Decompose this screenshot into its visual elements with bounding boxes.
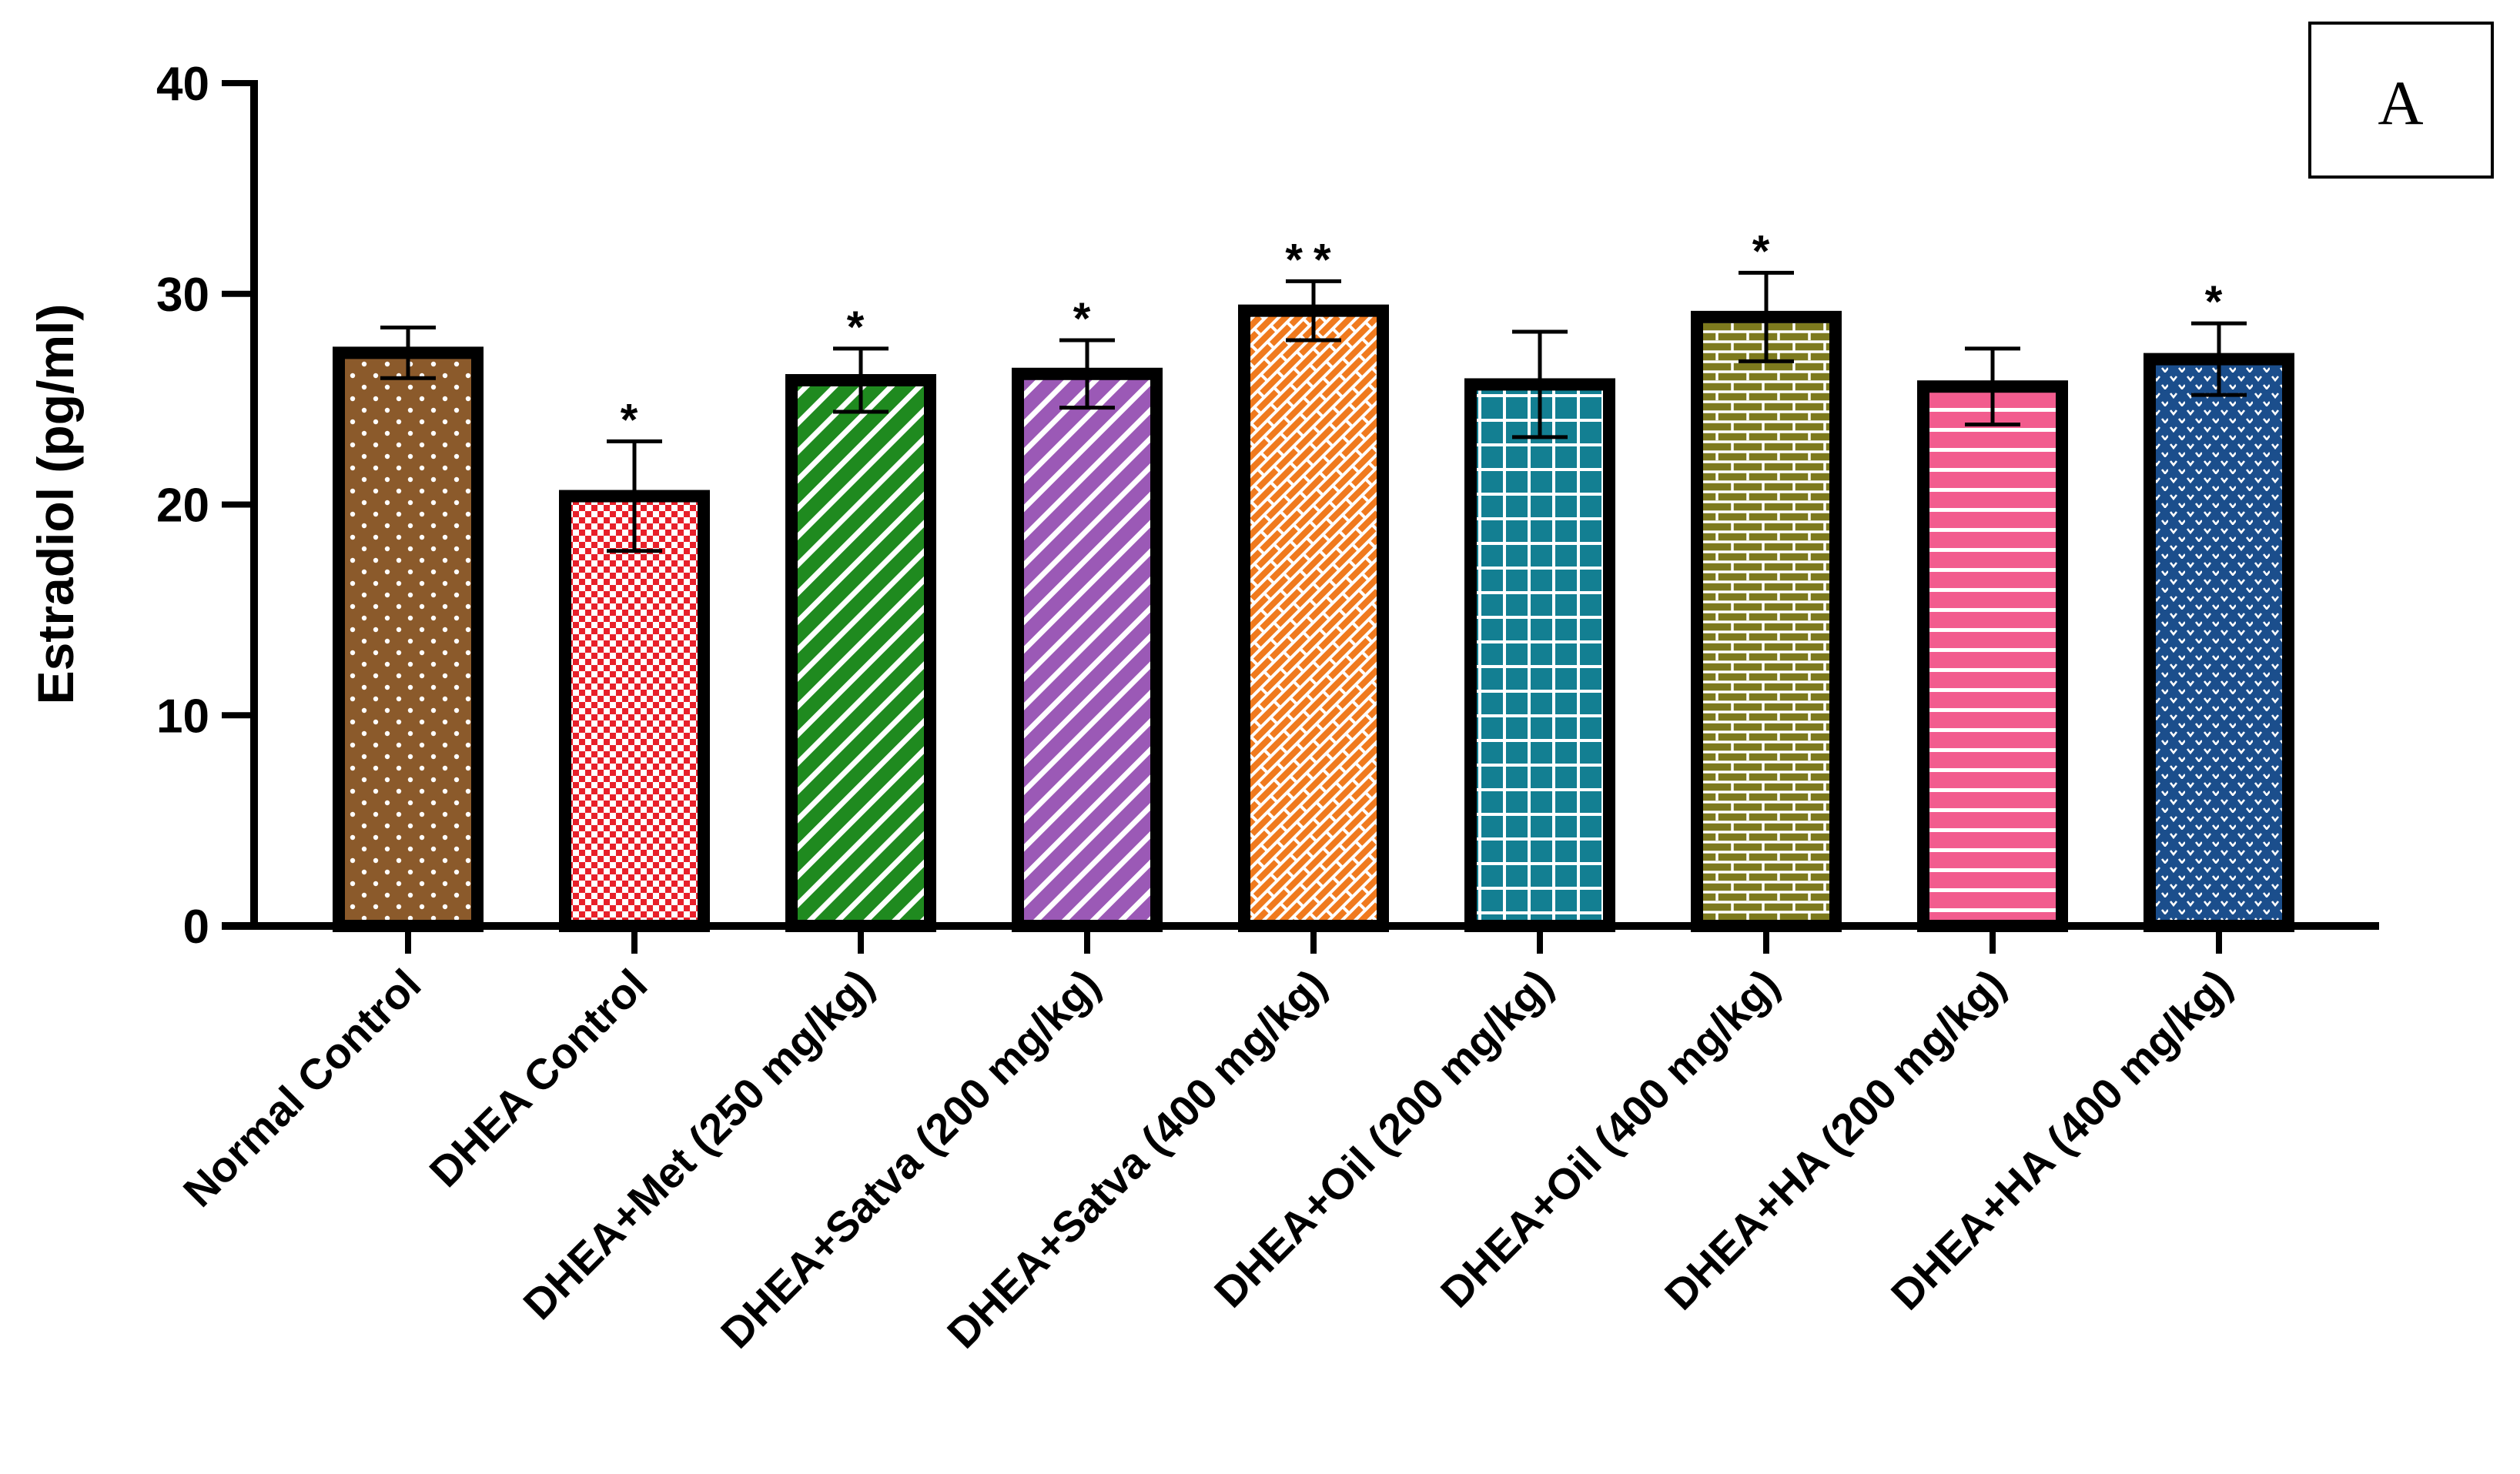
- significance-marker: *: [1073, 294, 1102, 344]
- bar-group: *: [2144, 277, 2294, 932]
- significance-marker: *: [2205, 277, 2234, 327]
- bar-group: *: [1691, 226, 1842, 932]
- bar-group: [1917, 346, 2068, 932]
- bar: [1012, 367, 1163, 932]
- y-axis-label: Estradiol (pg/ml): [27, 304, 84, 705]
- bar-group: [333, 326, 484, 932]
- significance-marker: *: [847, 302, 875, 353]
- x-tick-label: DHEA+Satva (400 mg/kg): [938, 960, 1336, 1358]
- y-tick-label: 40: [156, 58, 209, 111]
- y-tick-label: 10: [156, 690, 209, 743]
- bar: [1238, 304, 1389, 932]
- y-tick-label: 20: [156, 480, 209, 533]
- x-tick-label: DHEA+Satva (200 mg/kg): [711, 960, 1109, 1358]
- panel-label: A: [2378, 68, 2423, 138]
- significance-marker: **: [1285, 235, 1341, 285]
- x-tick-label: Normal Control: [174, 960, 430, 1216]
- bar-group: *: [785, 302, 936, 932]
- bar: [1917, 380, 2068, 932]
- panel-label-box: A: [2308, 22, 2494, 179]
- bar-group: *: [559, 395, 710, 932]
- y-tick-label: 30: [156, 269, 209, 322]
- bar-group: **: [1238, 235, 1389, 932]
- x-tick-label: DHEA Control: [420, 960, 656, 1196]
- bar-group: *: [1012, 294, 1163, 932]
- bar: [559, 490, 710, 932]
- significance-marker: *: [621, 395, 649, 445]
- bars-layer: ** *** **: [333, 226, 2294, 932]
- bar: [1464, 378, 1615, 932]
- bar-group: [1464, 329, 1615, 932]
- bar: [785, 373, 936, 932]
- y-tick-label: 0: [183, 901, 209, 954]
- significance-marker: *: [1752, 226, 1781, 276]
- bar: [333, 346, 484, 932]
- bar: [1691, 310, 1842, 932]
- bar: [2144, 353, 2294, 932]
